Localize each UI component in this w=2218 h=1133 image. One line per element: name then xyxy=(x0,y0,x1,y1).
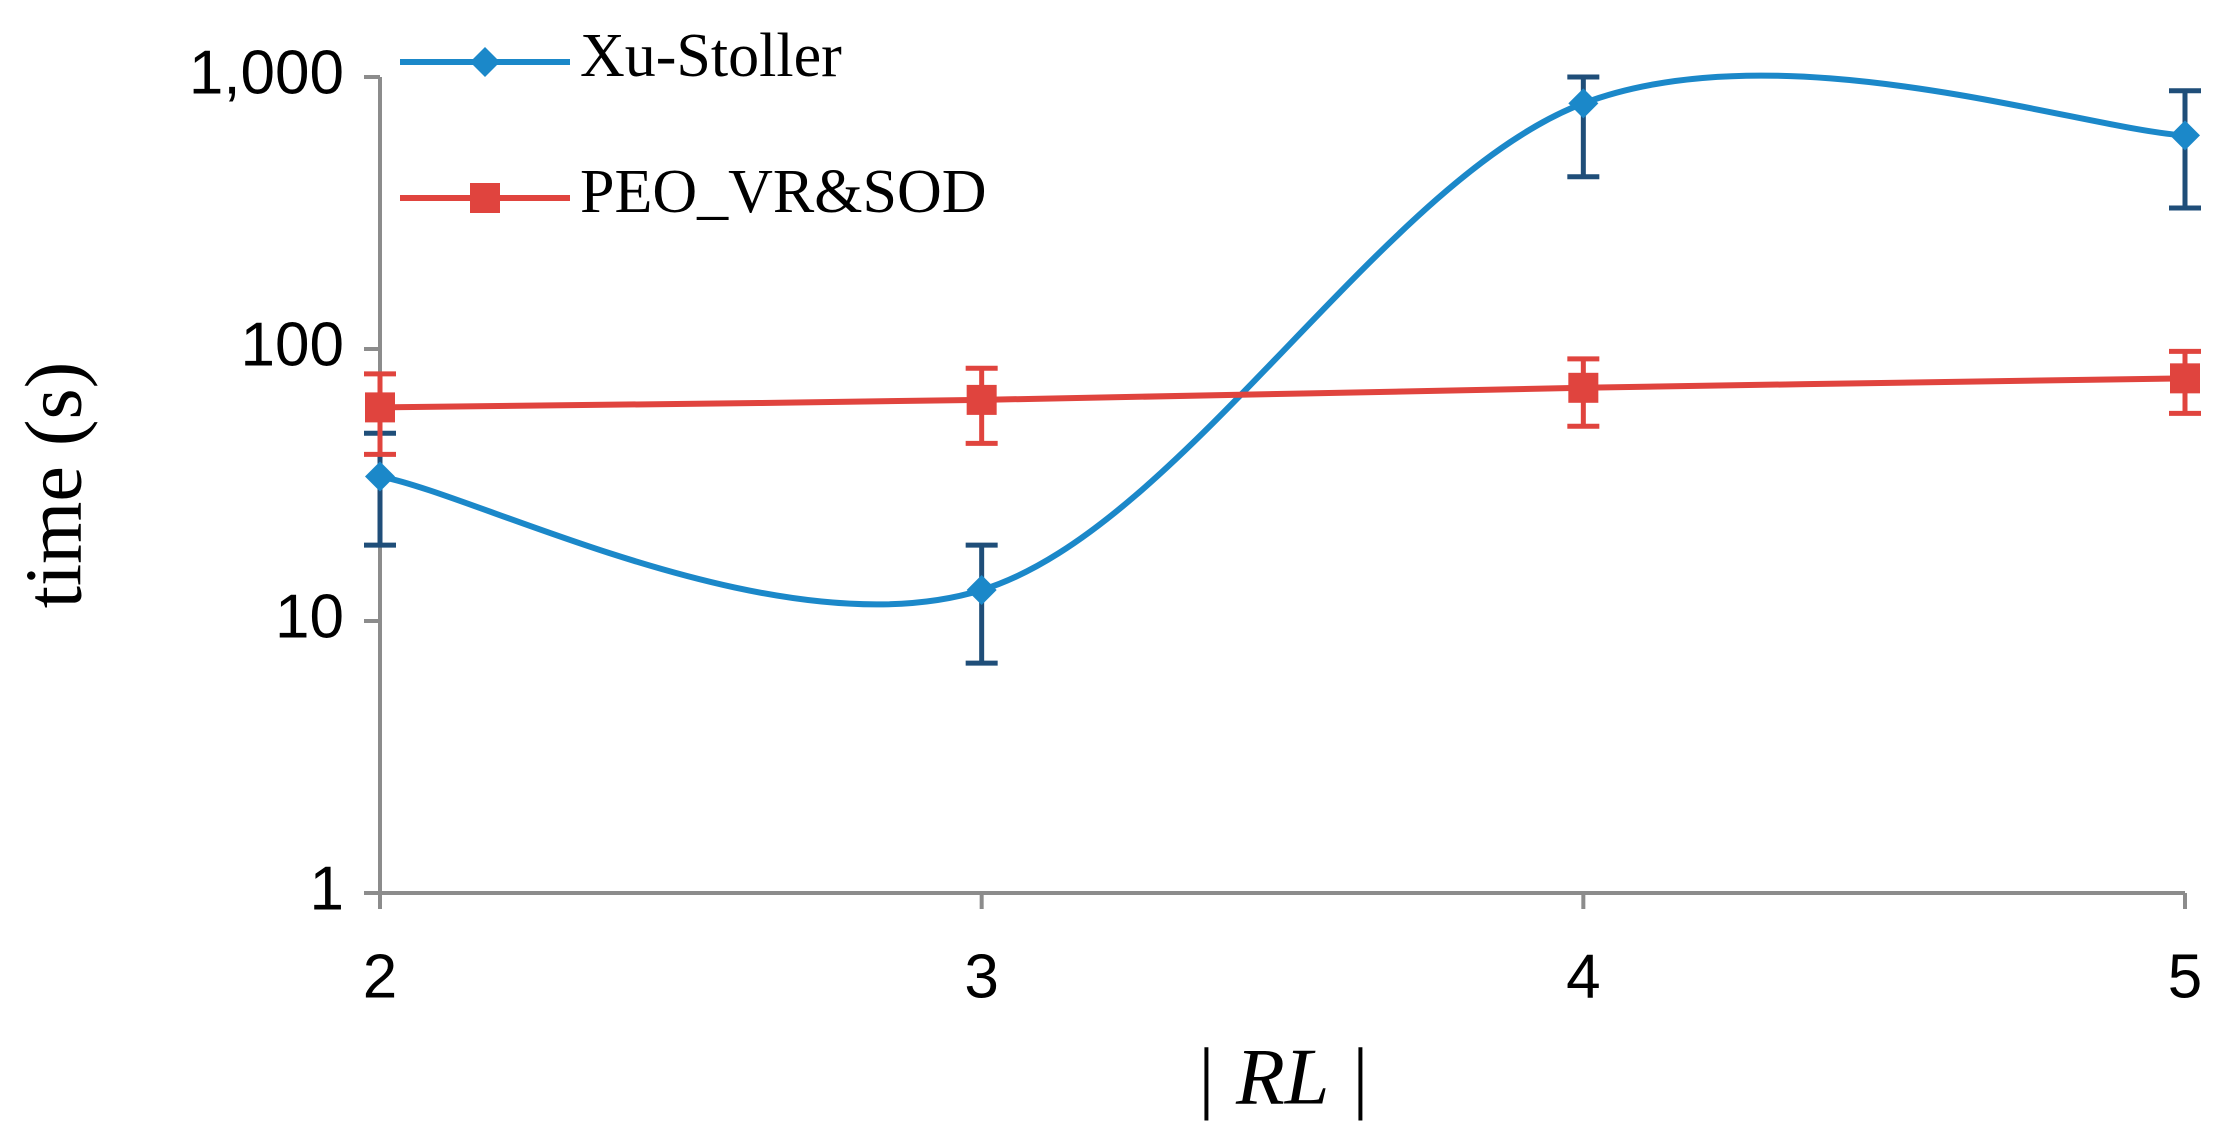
legend-label: Xu-Stoller xyxy=(580,22,842,90)
marker xyxy=(2170,120,2200,151)
y-axis-title: time (s) xyxy=(10,362,98,609)
y-tick-label: 1 xyxy=(310,854,344,923)
legend-label: PEO_VR&SOD xyxy=(580,158,987,226)
marker xyxy=(365,461,395,492)
marker xyxy=(1568,88,1599,119)
x-tick-label: 3 xyxy=(964,942,998,1011)
marker xyxy=(966,575,997,606)
series-line xyxy=(379,72,2186,608)
legend-marker xyxy=(470,47,500,77)
marker xyxy=(2170,363,2200,394)
marker xyxy=(966,384,997,415)
marker xyxy=(1568,372,1599,403)
x-tick-label: 2 xyxy=(363,942,397,1011)
marker xyxy=(365,392,395,423)
x-tick-label: 4 xyxy=(1566,942,1600,1011)
y-tick-label: 10 xyxy=(275,582,344,651)
y-tick-label: 100 xyxy=(241,310,344,379)
x-axis-title: | RL | xyxy=(1194,1033,1370,1121)
legend-marker xyxy=(470,183,500,213)
x-tick-label: 5 xyxy=(2168,942,2202,1011)
y-tick-label: 1,000 xyxy=(189,38,344,107)
series-line xyxy=(379,375,2186,411)
